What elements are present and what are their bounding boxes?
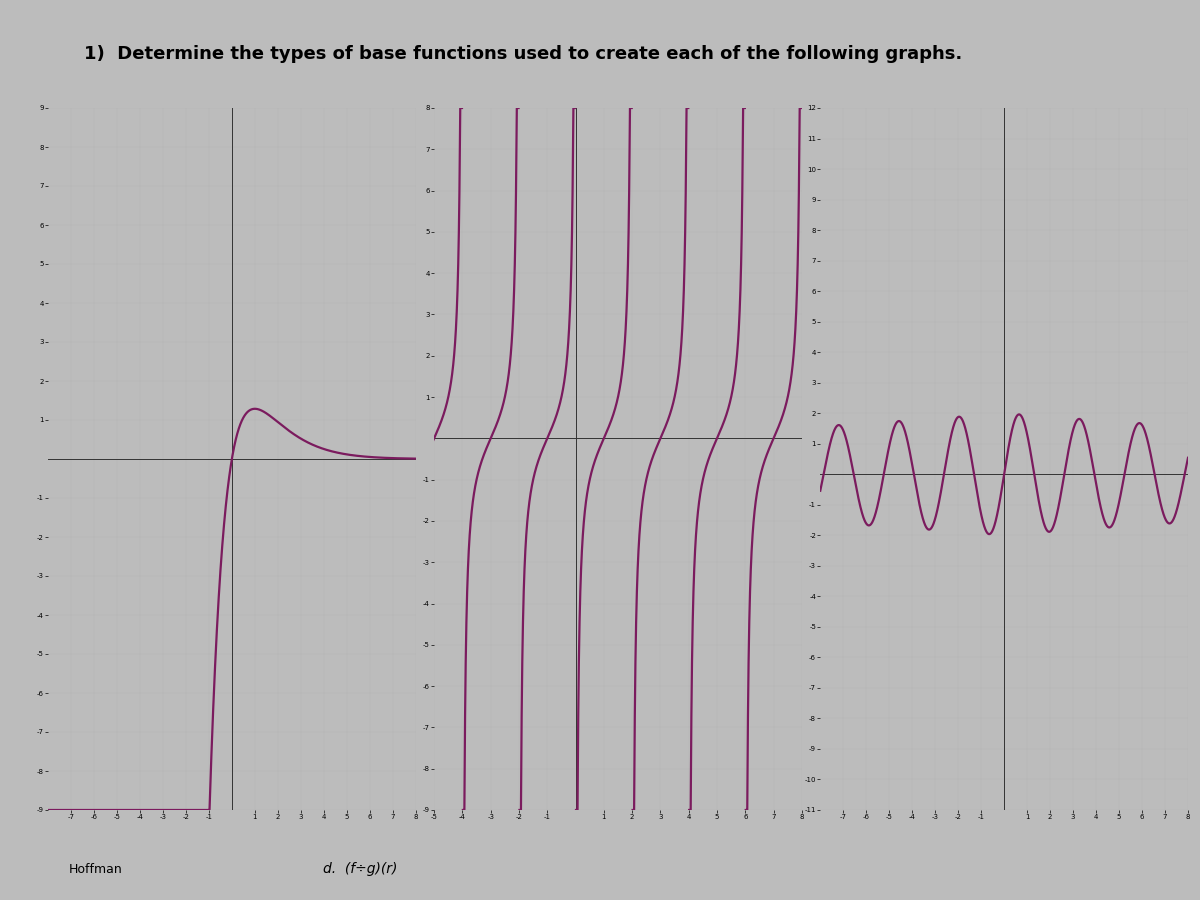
Text: d.  (f÷g)(r): d. (f÷g)(r) bbox=[323, 862, 397, 876]
Text: Hoffman: Hoffman bbox=[70, 863, 122, 876]
Text: 1)  Determine the types of base functions used to create each of the following g: 1) Determine the types of base functions… bbox=[84, 45, 962, 63]
